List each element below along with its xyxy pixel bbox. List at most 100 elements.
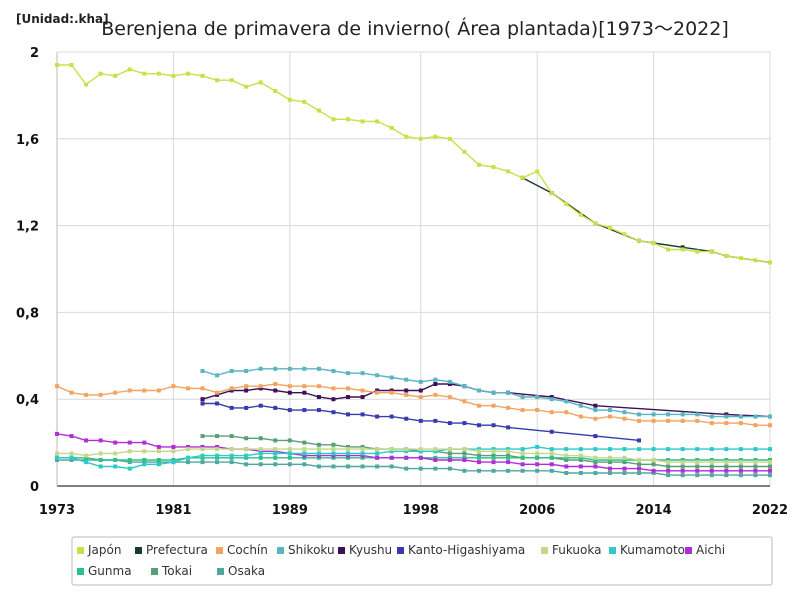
data-point bbox=[273, 438, 278, 443]
data-point bbox=[738, 468, 743, 473]
data-point bbox=[738, 421, 743, 426]
data-point bbox=[491, 165, 496, 170]
data-point bbox=[462, 451, 467, 456]
data-point bbox=[258, 80, 263, 85]
data-point bbox=[476, 403, 481, 408]
data-point bbox=[447, 382, 452, 387]
data-point bbox=[753, 468, 758, 473]
data-point bbox=[200, 386, 205, 391]
legend-swatch bbox=[609, 547, 616, 554]
data-point bbox=[55, 455, 59, 460]
data-point bbox=[666, 418, 671, 423]
data-point bbox=[98, 451, 103, 456]
data-point bbox=[316, 108, 321, 113]
data-point bbox=[535, 408, 540, 413]
data-point bbox=[637, 457, 642, 462]
data-point bbox=[273, 366, 278, 371]
data-point bbox=[302, 99, 307, 104]
data-point bbox=[578, 212, 583, 217]
data-point bbox=[316, 395, 321, 400]
data-point bbox=[113, 390, 118, 395]
data-point bbox=[506, 449, 511, 454]
data-point bbox=[695, 468, 700, 473]
data-point bbox=[258, 462, 263, 467]
data-point bbox=[651, 418, 656, 423]
data-point bbox=[171, 449, 176, 454]
data-point bbox=[55, 384, 59, 389]
data-point bbox=[331, 455, 336, 460]
data-point bbox=[200, 368, 205, 373]
data-point bbox=[84, 460, 89, 465]
data-point bbox=[520, 175, 525, 180]
data-point bbox=[666, 468, 671, 473]
data-point bbox=[738, 473, 743, 478]
legend-label: Cochín bbox=[227, 543, 268, 557]
data-point bbox=[433, 382, 438, 387]
data-point bbox=[287, 438, 292, 443]
data-point bbox=[564, 455, 569, 460]
data-point bbox=[389, 449, 394, 454]
data-point bbox=[709, 460, 714, 465]
data-point bbox=[578, 455, 583, 460]
data-point bbox=[69, 63, 74, 68]
data-point bbox=[302, 384, 307, 389]
data-point bbox=[506, 460, 511, 465]
data-point bbox=[447, 466, 452, 471]
legend-item-japón: Japón bbox=[77, 543, 121, 557]
data-point bbox=[375, 390, 380, 395]
data-point bbox=[578, 453, 583, 458]
legend: Japón Prefectura Cochín Shikoku Kyushu Kanto-… bbox=[71, 536, 773, 586]
data-point bbox=[185, 460, 190, 465]
data-point bbox=[622, 460, 627, 465]
x-tick-label: 1973 bbox=[39, 503, 75, 518]
data-point bbox=[404, 134, 409, 139]
legend-label: Tokai bbox=[161, 564, 192, 578]
legend-label: Osaka bbox=[228, 564, 265, 578]
data-point bbox=[200, 447, 205, 452]
legend-item-kanto-higashiyama: Kanto-Higashiyama bbox=[397, 543, 525, 557]
legend-swatch bbox=[77, 568, 84, 575]
legend-label: Prefectura bbox=[146, 543, 208, 557]
data-point bbox=[404, 455, 409, 460]
data-point bbox=[607, 414, 612, 419]
data-point bbox=[607, 466, 612, 471]
data-point bbox=[200, 455, 205, 460]
data-point bbox=[142, 449, 147, 454]
data-point bbox=[98, 392, 103, 397]
data-point bbox=[287, 408, 292, 413]
legend-item-shikoku: Shikoku bbox=[277, 543, 335, 557]
data-point bbox=[724, 414, 729, 419]
data-point bbox=[156, 71, 161, 76]
data-point bbox=[215, 78, 220, 83]
legend-swatch bbox=[541, 547, 548, 554]
data-point bbox=[389, 414, 394, 419]
data-point bbox=[709, 473, 714, 478]
data-point bbox=[724, 473, 729, 478]
data-point bbox=[476, 455, 481, 460]
data-point bbox=[258, 403, 263, 408]
data-point bbox=[680, 460, 685, 465]
data-point bbox=[302, 455, 307, 460]
data-point bbox=[738, 457, 743, 462]
data-point bbox=[55, 431, 59, 436]
data-point bbox=[229, 78, 234, 83]
data-point bbox=[651, 470, 656, 475]
data-point bbox=[607, 447, 612, 452]
data-point bbox=[185, 71, 190, 76]
data-point bbox=[331, 368, 336, 373]
data-point bbox=[637, 238, 642, 243]
data-point bbox=[113, 440, 118, 445]
series-line bbox=[56, 383, 770, 426]
data-point bbox=[69, 457, 74, 462]
data-point bbox=[55, 451, 59, 456]
y-tick-label: 0,8 bbox=[16, 306, 39, 321]
data-point bbox=[637, 466, 642, 471]
data-point bbox=[229, 388, 234, 393]
data-point bbox=[316, 447, 321, 452]
series-kanto-higashiyama bbox=[200, 401, 642, 443]
data-point bbox=[651, 468, 656, 473]
data-point bbox=[520, 408, 525, 413]
data-point bbox=[156, 444, 161, 449]
data-point bbox=[549, 468, 554, 473]
data-point bbox=[258, 449, 263, 454]
